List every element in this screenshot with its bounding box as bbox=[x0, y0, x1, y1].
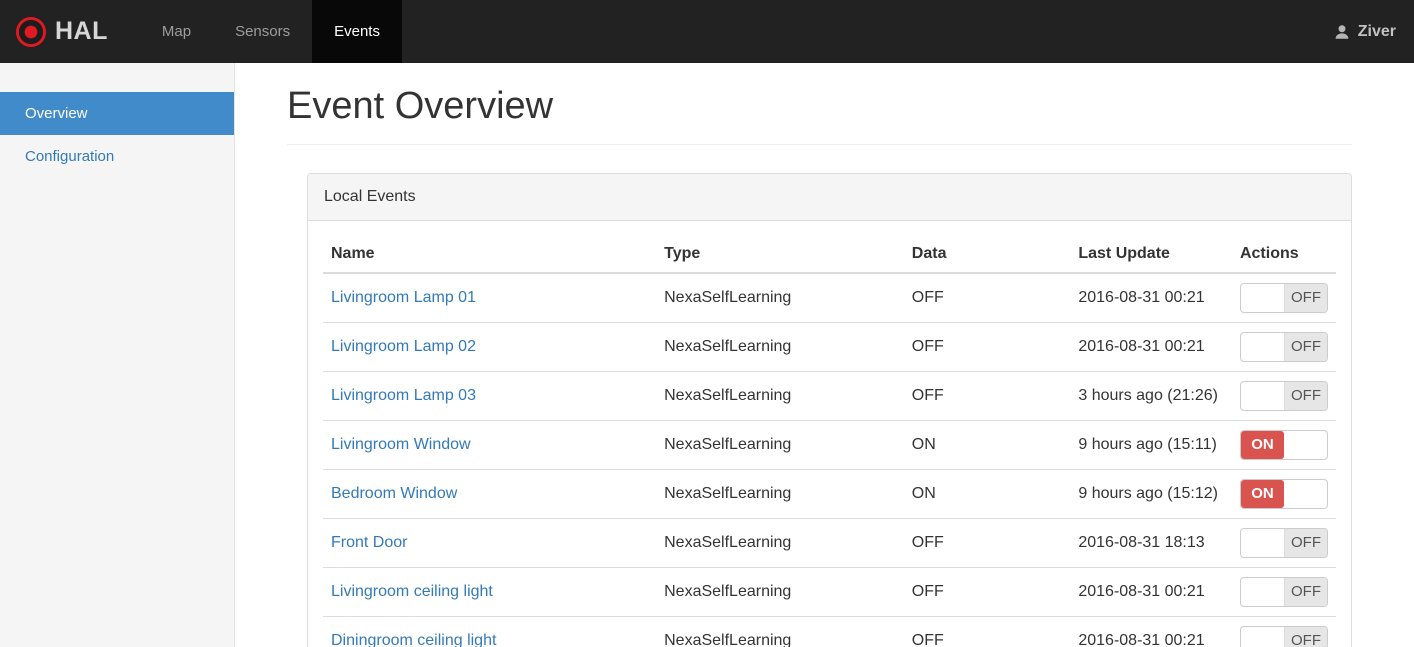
event-data: OFF bbox=[903, 615, 1071, 647]
table-row: Front Door NexaSelfLearning OFF 2016-08-… bbox=[323, 517, 1336, 568]
event-data: OFF bbox=[903, 272, 1071, 323]
event-last-update: 3 hours ago (21:26) bbox=[1070, 370, 1232, 421]
event-name-link[interactable]: Livingroom ceiling light bbox=[331, 582, 493, 600]
nav-item[interactable]: Map bbox=[161, 23, 192, 40]
toggle-switch[interactable]: ON bbox=[1240, 478, 1328, 509]
user-menu[interactable]: Ziver bbox=[1315, 0, 1414, 63]
toggle-on-label bbox=[1241, 578, 1284, 606]
toggle-on-label bbox=[1241, 284, 1284, 312]
event-last-update: 2016-08-31 00:21 bbox=[1070, 321, 1232, 372]
event-type: NexaSelfLearning bbox=[656, 370, 904, 421]
event-name-link[interactable]: Livingroom Lamp 03 bbox=[331, 386, 476, 404]
col-header-actions: Actions bbox=[1231, 235, 1336, 274]
sidebar-item[interactable]: Configuration bbox=[25, 148, 115, 165]
event-name-link[interactable]: Livingroom Window bbox=[331, 435, 471, 453]
sidebar-nav: Overview Configuration bbox=[0, 92, 234, 178]
main-content: Event Overview Local Events Name Type Da… bbox=[235, 63, 1414, 647]
table-row: Livingroom ceiling light NexaSelfLearnin… bbox=[323, 566, 1336, 617]
event-name-link[interactable]: Livingroom Lamp 02 bbox=[331, 337, 476, 355]
sidebar-item[interactable]: Overview bbox=[0, 92, 234, 135]
page-title: Event Overview bbox=[287, 85, 1352, 145]
toggle-on-label bbox=[1241, 627, 1284, 647]
col-header-last-update: Last Update bbox=[1070, 235, 1232, 274]
event-type: NexaSelfLearning bbox=[656, 419, 904, 470]
toggle-on-label: ON bbox=[1241, 430, 1284, 459]
event-type: NexaSelfLearning bbox=[656, 566, 904, 617]
event-data: OFF bbox=[903, 321, 1071, 372]
event-data: ON bbox=[903, 419, 1071, 470]
toggle-on-label bbox=[1241, 333, 1284, 361]
toggle-switch[interactable]: OFF bbox=[1240, 282, 1328, 313]
brand-label: HAL bbox=[55, 17, 108, 45]
toggle-switch[interactable]: OFF bbox=[1240, 625, 1328, 647]
table-header-row: Name Type Data Last Update Actions bbox=[323, 235, 1336, 274]
col-header-type: Type bbox=[656, 235, 904, 274]
toggle-switch[interactable]: OFF bbox=[1240, 527, 1328, 558]
col-header-data: Data bbox=[903, 235, 1071, 274]
event-name-link[interactable]: Bedroom Window bbox=[331, 484, 458, 502]
table-row: Livingroom Lamp 02 NexaSelfLearning OFF … bbox=[323, 321, 1336, 372]
toggle-on-label bbox=[1241, 529, 1284, 557]
panel-body: Name Type Data Last Update Actions Livin… bbox=[308, 221, 1351, 647]
toggle-off-label: OFF bbox=[1284, 332, 1327, 361]
toggle-off-label: OFF bbox=[1284, 381, 1327, 410]
hal-logo-icon bbox=[16, 16, 46, 47]
event-last-update: 2016-08-31 00:21 bbox=[1070, 272, 1232, 323]
nav-item[interactable]: Sensors bbox=[235, 23, 291, 40]
event-data: OFF bbox=[903, 517, 1071, 568]
table-row: Diningroom ceiling light NexaSelfLearnin… bbox=[323, 615, 1336, 647]
main-nav: Map Sensors Events bbox=[140, 0, 402, 63]
event-last-update: 2016-08-31 18:13 bbox=[1070, 517, 1232, 568]
table-row: Livingroom Lamp 03 NexaSelfLearning OFF … bbox=[323, 370, 1336, 421]
toggle-on-label: ON bbox=[1241, 479, 1284, 508]
toggle-off-label bbox=[1284, 480, 1327, 508]
toggle-on-label bbox=[1241, 382, 1284, 410]
event-type: NexaSelfLearning bbox=[656, 272, 904, 323]
event-last-update: 9 hours ago (15:12) bbox=[1070, 468, 1232, 519]
toggle-off-label: OFF bbox=[1284, 283, 1327, 312]
table-row: Livingroom Lamp 01 NexaSelfLearning OFF … bbox=[323, 272, 1336, 323]
event-name-link[interactable]: Livingroom Lamp 01 bbox=[331, 288, 476, 306]
local-events-panel: Local Events Name Type Data Last Update … bbox=[307, 172, 1352, 647]
sidebar: Overview Configuration bbox=[0, 63, 235, 647]
toggle-off-label: OFF bbox=[1284, 577, 1327, 606]
user-icon bbox=[1333, 23, 1351, 41]
event-data: OFF bbox=[903, 566, 1071, 617]
col-header-name: Name bbox=[323, 235, 657, 274]
toggle-off-label bbox=[1284, 431, 1327, 459]
events-table: Name Type Data Last Update Actions Livin… bbox=[323, 235, 1336, 647]
brand[interactable]: HAL bbox=[0, 0, 126, 63]
event-type: NexaSelfLearning bbox=[656, 468, 904, 519]
toggle-switch[interactable]: ON bbox=[1240, 429, 1328, 460]
event-name-link[interactable]: Front Door bbox=[331, 533, 408, 551]
event-type: NexaSelfLearning bbox=[656, 517, 904, 568]
nav-item[interactable]: Events bbox=[312, 0, 402, 63]
event-data: OFF bbox=[903, 370, 1071, 421]
table-row: Bedroom Window NexaSelfLearning ON 9 hou… bbox=[323, 468, 1336, 519]
event-data: ON bbox=[903, 468, 1071, 519]
top-navbar: HAL Map Sensors Events Ziver bbox=[0, 0, 1414, 63]
event-name-link[interactable]: Diningroom ceiling light bbox=[331, 631, 497, 647]
table-row: Livingroom Window NexaSelfLearning ON 9 … bbox=[323, 419, 1336, 470]
panel-title: Local Events bbox=[308, 173, 1351, 221]
toggle-off-label: OFF bbox=[1284, 528, 1327, 557]
toggle-switch[interactable]: OFF bbox=[1240, 331, 1328, 362]
event-last-update: 2016-08-31 00:21 bbox=[1070, 615, 1232, 647]
event-last-update: 9 hours ago (15:11) bbox=[1070, 419, 1232, 470]
toggle-switch[interactable]: OFF bbox=[1240, 380, 1328, 411]
toggle-off-label: OFF bbox=[1284, 626, 1327, 647]
user-name: Ziver bbox=[1357, 22, 1396, 40]
event-last-update: 2016-08-31 00:21 bbox=[1070, 566, 1232, 617]
event-type: NexaSelfLearning bbox=[656, 321, 904, 372]
event-type: NexaSelfLearning bbox=[656, 615, 904, 647]
toggle-switch[interactable]: OFF bbox=[1240, 576, 1328, 607]
